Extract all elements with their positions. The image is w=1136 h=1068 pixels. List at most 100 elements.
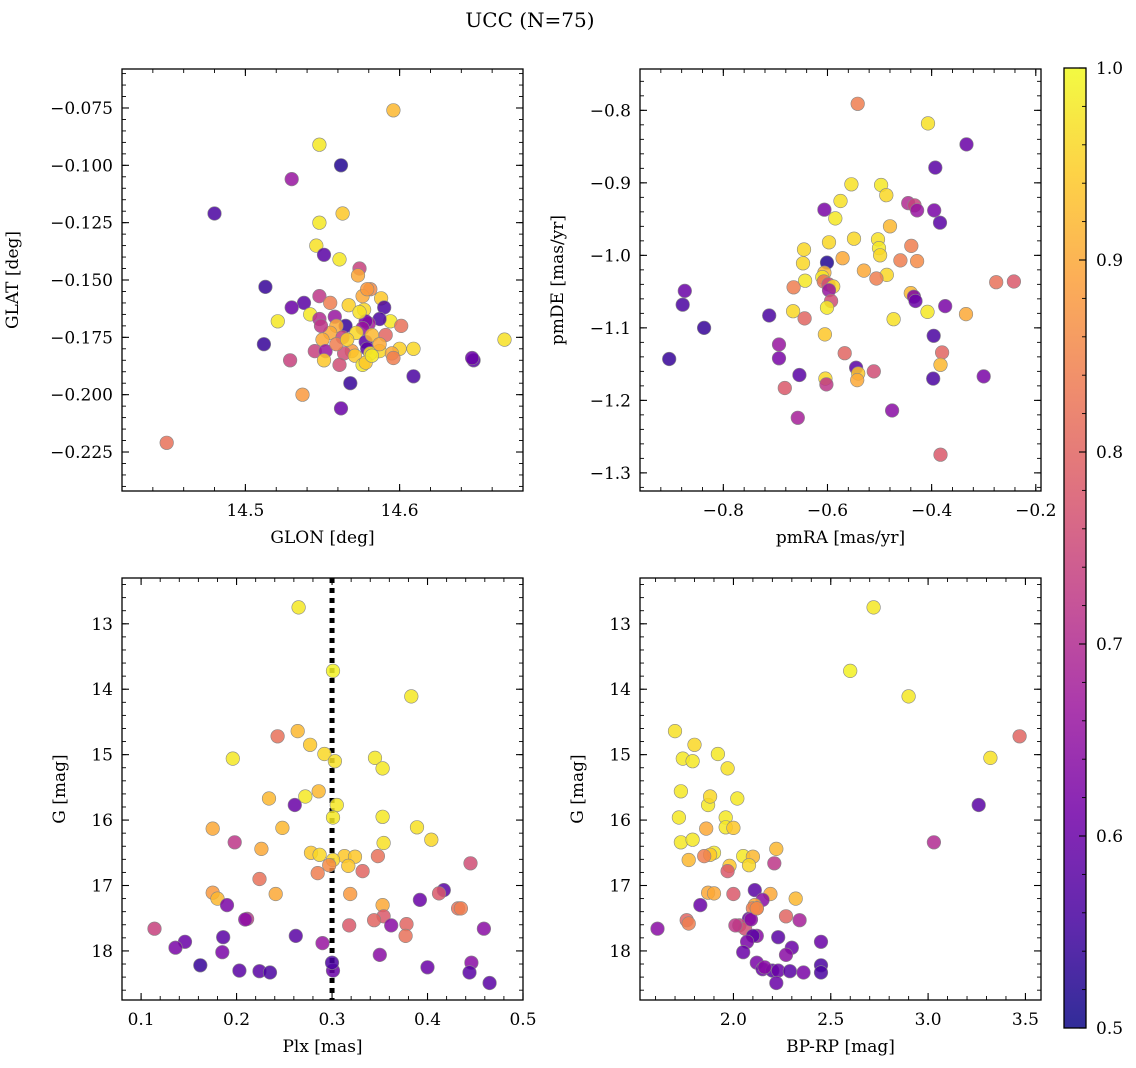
y-axis-label: GLAT [deg] bbox=[3, 231, 23, 329]
scatter-point bbox=[287, 797, 302, 813]
x-tick-label: −0.4 bbox=[911, 501, 952, 521]
scatter-point bbox=[168, 940, 183, 955]
scatter-point bbox=[788, 891, 803, 906]
scatter-point bbox=[406, 369, 421, 384]
x-tick-label: 3.5 bbox=[1012, 1010, 1039, 1030]
scatter-point bbox=[268, 886, 283, 902]
scatter-point bbox=[225, 751, 240, 766]
scatter-point bbox=[316, 247, 332, 262]
y-tick-label: −0.200 bbox=[50, 386, 113, 406]
scatter-point bbox=[720, 761, 735, 776]
scatter-point bbox=[376, 835, 391, 851]
scatter-point bbox=[333, 158, 349, 173]
scatter-point bbox=[284, 172, 299, 187]
scatter-point bbox=[270, 729, 285, 744]
scatter-point bbox=[769, 841, 784, 857]
y-tick-label: 16 bbox=[91, 811, 113, 831]
scatter-point bbox=[886, 312, 901, 327]
scatter-point bbox=[920, 116, 936, 131]
scatter-point bbox=[675, 297, 690, 312]
scatter-point bbox=[431, 886, 447, 901]
y-tick-label: −0.075 bbox=[50, 99, 113, 119]
y-tick-label: −0.100 bbox=[50, 156, 113, 176]
scatter-point bbox=[866, 364, 881, 379]
scatter-point bbox=[254, 841, 269, 857]
scatter-point bbox=[843, 663, 858, 679]
scatter-point bbox=[497, 332, 512, 347]
scatter-point bbox=[909, 203, 925, 218]
scatter-point bbox=[749, 901, 764, 916]
scatter-point bbox=[316, 353, 332, 368]
scatter-point bbox=[215, 945, 230, 960]
colorbar-tick-label: 0.7 bbox=[1096, 635, 1123, 655]
scatter-point bbox=[325, 663, 341, 679]
scatter-point bbox=[398, 928, 413, 944]
scatter-point bbox=[706, 886, 722, 901]
scatter-point bbox=[933, 357, 948, 372]
scatter-point bbox=[685, 832, 700, 847]
scatter-point bbox=[846, 231, 862, 246]
colorbar: 0.5 0.6 0.7 0.8 0.9 1.0 bbox=[1063, 59, 1123, 1039]
y-tick-label: −0.150 bbox=[50, 271, 113, 291]
scatter-point bbox=[767, 856, 782, 871]
scatter-point bbox=[786, 280, 801, 295]
scatter-point bbox=[341, 858, 356, 874]
scatter-point bbox=[777, 380, 792, 396]
scatter-point bbox=[782, 964, 798, 979]
scatter-panel-3: 0.1 0.2 0.3 0.4 0.5 13 14 15 16 17 18 Plx [mas] G [m… bbox=[50, 577, 537, 1057]
scatter-point bbox=[879, 188, 894, 203]
y-tick-label: 17 bbox=[91, 877, 113, 897]
scatter-point bbox=[412, 892, 428, 908]
scatter-point bbox=[778, 909, 794, 924]
scatter-point bbox=[726, 820, 741, 836]
scatter-point bbox=[205, 821, 220, 836]
scatter-point bbox=[312, 289, 327, 304]
points bbox=[650, 600, 1027, 991]
scatter-point bbox=[796, 242, 812, 257]
scatter-point bbox=[928, 160, 943, 175]
axes-frame bbox=[639, 577, 1042, 1001]
y-tick-label: −1.2 bbox=[590, 391, 631, 411]
scatter-point bbox=[325, 810, 341, 825]
colorbar-tick-label: 0.5 bbox=[1096, 1019, 1123, 1039]
scatter-point bbox=[650, 921, 665, 936]
scatter-point bbox=[309, 238, 324, 253]
scatter-point bbox=[681, 852, 696, 868]
scatter-point bbox=[730, 791, 745, 806]
scatter-point bbox=[728, 918, 743, 933]
scatter-point bbox=[926, 835, 942, 850]
scatter-point bbox=[335, 206, 350, 221]
scatter-point bbox=[769, 975, 784, 991]
scatter-point bbox=[785, 304, 801, 319]
scatter-point bbox=[771, 930, 786, 945]
scatter-point bbox=[147, 921, 162, 936]
scatter-point bbox=[343, 376, 358, 391]
scatter-point bbox=[667, 723, 683, 739]
scatter-point bbox=[762, 308, 777, 323]
scatter-point bbox=[959, 137, 974, 152]
scatter-point bbox=[882, 219, 898, 234]
scatter-point bbox=[462, 965, 477, 980]
scatter-point bbox=[869, 271, 884, 286]
x-tick-label: 0.2 bbox=[223, 1010, 250, 1030]
scatter-point bbox=[313, 318, 329, 334]
scatter-point bbox=[699, 821, 714, 836]
scatter-point bbox=[792, 367, 807, 383]
scatter-point bbox=[983, 750, 998, 766]
scatter-point bbox=[844, 177, 859, 192]
panels: 14.5 14.6 −0.075 −0.100 −0.125 −0.150 −0.175 −0… bbox=[3, 68, 1056, 1057]
x-axis-label: pmRA [mas/yr] bbox=[776, 528, 905, 548]
scatter-point bbox=[697, 848, 712, 864]
scatter-point bbox=[275, 820, 290, 836]
scatter-point bbox=[866, 600, 881, 615]
scatter-point bbox=[312, 847, 327, 862]
scatter-panel-1: 14.5 14.6 −0.075 −0.100 −0.125 −0.150 −0.175 −0… bbox=[3, 68, 524, 548]
scatter-point bbox=[927, 203, 942, 218]
scatter-point bbox=[227, 835, 242, 850]
scatter-point bbox=[323, 295, 338, 311]
scatter-point bbox=[386, 103, 401, 118]
scatter-point bbox=[324, 955, 340, 970]
scatter-point bbox=[828, 211, 843, 226]
scatter-point bbox=[394, 318, 409, 334]
